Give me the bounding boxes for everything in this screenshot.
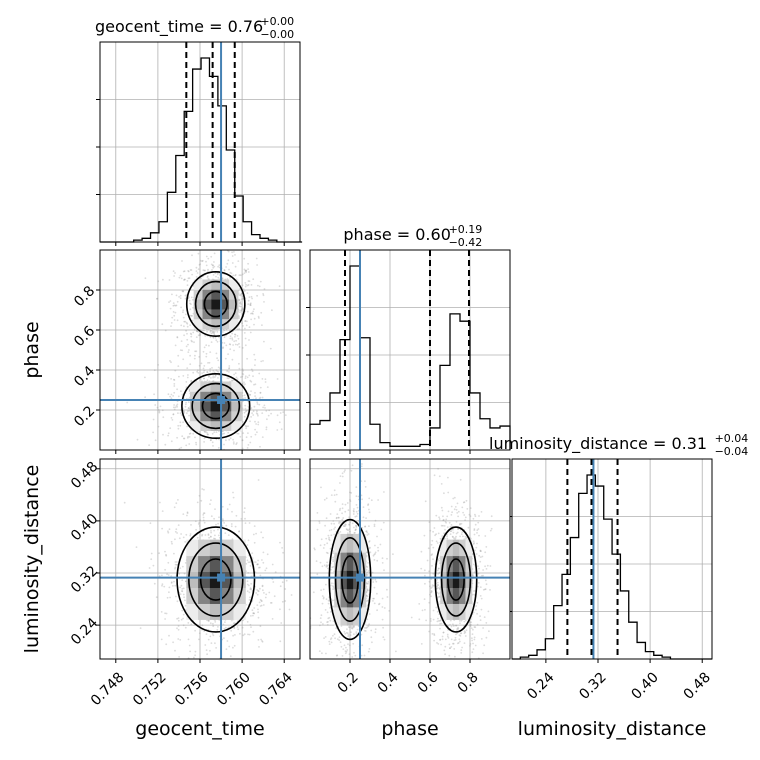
contour-line bbox=[328, 518, 372, 641]
truth-marker bbox=[356, 573, 364, 582]
contour-line bbox=[185, 270, 246, 337]
contour-line bbox=[199, 558, 232, 601]
histogram-step bbox=[100, 57, 303, 243]
density-cells bbox=[186, 539, 246, 620]
panel-background bbox=[512, 459, 712, 659]
histogram-panel-phase: phase = 0.60+0.19−0.42 bbox=[306, 223, 511, 454]
contour-line bbox=[447, 558, 465, 601]
panel-content bbox=[310, 459, 510, 659]
y-tick-label-luminosity_distance: 0.32 bbox=[68, 563, 101, 596]
title-sub: −0.04 bbox=[715, 445, 749, 458]
contour-line bbox=[181, 372, 251, 439]
panel-frame bbox=[511, 458, 713, 660]
x-tick-label-geocent_time: 0.748 bbox=[88, 669, 128, 709]
title-main: luminosity_distance = 0.31 bbox=[489, 434, 707, 454]
y-tick-label-luminosity_distance: 0.48 bbox=[68, 459, 101, 492]
histogram-panel-luminosity_distance: luminosity_distance = 0.31 +0.04−0.04 bbox=[489, 432, 748, 663]
x-tick-label-phase: 0.4 bbox=[375, 669, 402, 696]
title-sup: +0.19 bbox=[449, 223, 483, 236]
scatter-panel-geocent_time-luminosity_distance bbox=[96, 458, 301, 663]
y-tick-label-phase: 0.8 bbox=[71, 283, 98, 310]
x-tick-label-phase: 0.8 bbox=[455, 669, 482, 696]
x-axis-label-phase: phase bbox=[381, 718, 438, 740]
contours bbox=[176, 526, 256, 633]
panel-content bbox=[100, 459, 300, 659]
title-sub: −0.00 bbox=[260, 28, 294, 41]
x-tick-label-geocent_time: 0.764 bbox=[256, 669, 296, 709]
contour-line bbox=[434, 526, 478, 633]
scatter-panel-phase-luminosity_distance bbox=[309, 458, 511, 663]
x-tick-label-luminosity_distance: 0.32 bbox=[576, 669, 609, 702]
histogram-step bbox=[512, 474, 712, 660]
contours bbox=[181, 270, 251, 439]
contour-line bbox=[440, 542, 472, 617]
title-main: geocent_time = 0.76 bbox=[95, 17, 263, 37]
contour-line bbox=[191, 382, 241, 430]
title-sub: −0.42 bbox=[449, 236, 483, 249]
truth-marker bbox=[217, 573, 226, 582]
histogram-step bbox=[309, 265, 511, 450]
x-tick-label-luminosity_distance: 0.48 bbox=[681, 669, 714, 702]
x-tick-label-geocent_time: 0.752 bbox=[130, 669, 170, 709]
contour-line bbox=[176, 526, 256, 633]
title-main: phase = 0.60 bbox=[343, 225, 450, 244]
panel-background bbox=[310, 250, 510, 450]
scatter-panel-geocent_time-phase bbox=[96, 249, 301, 454]
contour-line bbox=[194, 280, 237, 328]
x-tick-label-geocent_time: 0.760 bbox=[214, 669, 254, 709]
y-tick-label-phase: 0.6 bbox=[71, 323, 98, 350]
y-tick-label-phase: 0.4 bbox=[71, 363, 98, 390]
panel-title-luminosity_distance: luminosity_distance = 0.31 +0.04−0.04 bbox=[489, 432, 748, 458]
panel-content bbox=[100, 250, 300, 450]
x-axis-label-geocent_time: geocent_time bbox=[135, 718, 264, 740]
x-tick-label-phase: 0.2 bbox=[335, 669, 362, 696]
title-sup: +0.04 bbox=[715, 432, 749, 445]
contour-line bbox=[201, 392, 230, 420]
x-tick-label-luminosity_distance: 0.24 bbox=[524, 669, 557, 702]
y-tick-label-luminosity_distance: 0.40 bbox=[68, 511, 101, 544]
contour-line bbox=[188, 542, 244, 617]
y-tick-label-phase: 0.2 bbox=[71, 403, 98, 430]
x-tick-label-luminosity_distance: 0.40 bbox=[628, 669, 661, 702]
contour-line bbox=[203, 290, 228, 318]
x-axis-label-luminosity_distance: luminosity_distance bbox=[518, 718, 707, 740]
contour-line bbox=[334, 537, 366, 623]
y-axis-label-luminosity_distance: luminosity_distance bbox=[21, 465, 43, 654]
y-tick-label-luminosity_distance: 0.24 bbox=[68, 615, 101, 648]
histogram-panel-geocent_time: geocent_time = 0.76+0.00−0.00 bbox=[95, 15, 303, 246]
panel-frame bbox=[309, 249, 511, 451]
truth-marker bbox=[217, 396, 226, 404]
x-tick-label-geocent_time: 0.756 bbox=[172, 669, 212, 709]
panel-frame bbox=[309, 458, 511, 660]
panel-title-geocent_time: geocent_time = 0.76+0.00−0.00 bbox=[95, 15, 294, 41]
panel-title-phase: phase = 0.60+0.19−0.42 bbox=[343, 223, 482, 249]
y-axis-label-phase: phase bbox=[21, 321, 43, 378]
x-tick-label-phase: 0.6 bbox=[415, 669, 442, 696]
title-sup: +0.00 bbox=[260, 15, 294, 28]
